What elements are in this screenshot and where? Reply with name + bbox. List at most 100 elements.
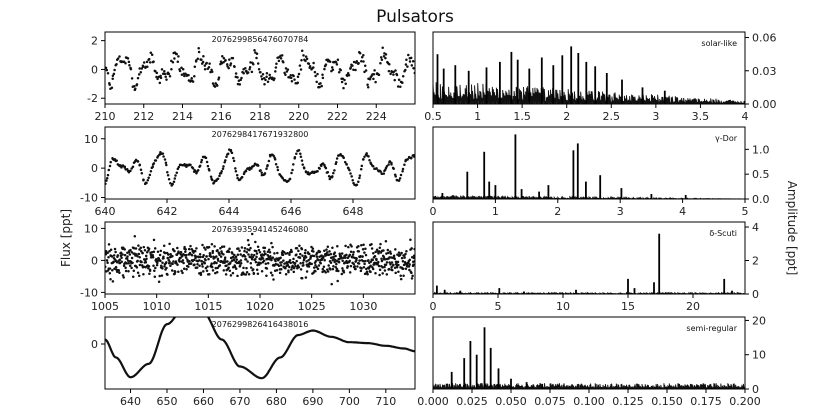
data-point: [360, 55, 364, 59]
data-point: [274, 70, 277, 73]
data-point: [205, 160, 209, 164]
x-tick-label: 0.100: [573, 395, 605, 408]
data-point: [140, 67, 144, 70]
data-point: [253, 48, 256, 52]
data-point: [337, 269, 340, 273]
x-tick-label: 1.5: [513, 110, 531, 123]
data-point: [126, 255, 129, 258]
data-point: [325, 251, 329, 254]
y-tick-label: 2: [91, 35, 98, 48]
data-point: [362, 259, 365, 263]
data-point: [265, 75, 268, 78]
data-point: [252, 62, 255, 66]
data-point: [249, 261, 253, 265]
data-point: [234, 170, 238, 173]
data-point: [136, 76, 140, 80]
data-point: [260, 75, 263, 78]
data-point: [173, 57, 176, 60]
data-point: [384, 240, 388, 243]
data-point: [326, 270, 330, 273]
data-point: [390, 163, 393, 166]
data-point: [141, 65, 145, 68]
data-point: [248, 68, 251, 71]
data-point: [105, 66, 108, 70]
data-point: [191, 80, 195, 83]
series-line: [105, 317, 415, 380]
data-point: [165, 78, 168, 81]
data-point: [271, 274, 274, 277]
data-point: [205, 255, 208, 258]
data-point: [412, 155, 415, 158]
data-point: [136, 255, 139, 258]
data-point: [308, 252, 311, 256]
data-point: [165, 261, 168, 264]
data-point: [359, 269, 363, 273]
data-point: [113, 247, 117, 251]
data-point: [231, 252, 234, 255]
y-tick-label: 0: [91, 338, 98, 351]
data-point: [266, 164, 269, 167]
data-point: [335, 157, 339, 160]
data-point: [313, 70, 317, 74]
data-point: [140, 260, 143, 264]
data-point: [259, 261, 262, 265]
data-point: [155, 71, 159, 75]
data-point: [276, 165, 279, 169]
data-point: [399, 85, 402, 89]
data-point: [372, 77, 375, 81]
data-point: [155, 263, 159, 267]
data-point: [334, 265, 338, 269]
y-tick-label: -10: [80, 286, 98, 299]
data-point: [278, 271, 282, 275]
data-point: [216, 266, 219, 270]
data-point: [105, 259, 109, 262]
data-point: [348, 168, 351, 172]
data-point: [136, 259, 139, 263]
data-point: [229, 274, 233, 277]
data-point: [130, 266, 133, 270]
data-point: [378, 268, 382, 272]
data-point: [343, 256, 347, 259]
data-point: [149, 51, 153, 55]
data-point: [205, 61, 208, 65]
data-point: [179, 253, 183, 256]
data-point: [249, 266, 253, 269]
data-point: [145, 181, 148, 185]
data-point: [374, 80, 377, 84]
data-point: [299, 252, 302, 256]
data-point: [304, 59, 307, 63]
data-point: [255, 255, 258, 259]
data-point: [184, 250, 187, 254]
data-point: [300, 159, 304, 162]
data-point: [305, 270, 309, 273]
data-point: [243, 249, 246, 253]
data-point: [213, 245, 216, 248]
data-point: [111, 77, 114, 81]
data-point: [202, 54, 205, 58]
data-point: [405, 249, 408, 253]
data-point: [230, 259, 234, 263]
data-point: [195, 59, 198, 62]
data-point: [169, 253, 172, 256]
data-point: [210, 243, 214, 246]
data-point: [123, 165, 127, 168]
data-point: [288, 259, 292, 262]
data-point: [325, 248, 328, 251]
x-tick-label: 3: [617, 205, 624, 218]
data-point: [236, 274, 239, 278]
data-point: [211, 251, 214, 255]
data-point: [373, 255, 377, 258]
data-point: [177, 165, 181, 169]
data-point: [129, 248, 132, 252]
data-point: [181, 259, 185, 262]
data-point: [238, 249, 241, 253]
data-point: [395, 265, 399, 269]
data-point: [175, 171, 179, 174]
data-point: [226, 152, 230, 155]
data-point: [107, 168, 111, 172]
data-point: [332, 171, 335, 175]
data-point: [369, 260, 373, 263]
data-point: [182, 267, 186, 271]
data-point: [230, 151, 234, 155]
data-point: [410, 156, 413, 159]
